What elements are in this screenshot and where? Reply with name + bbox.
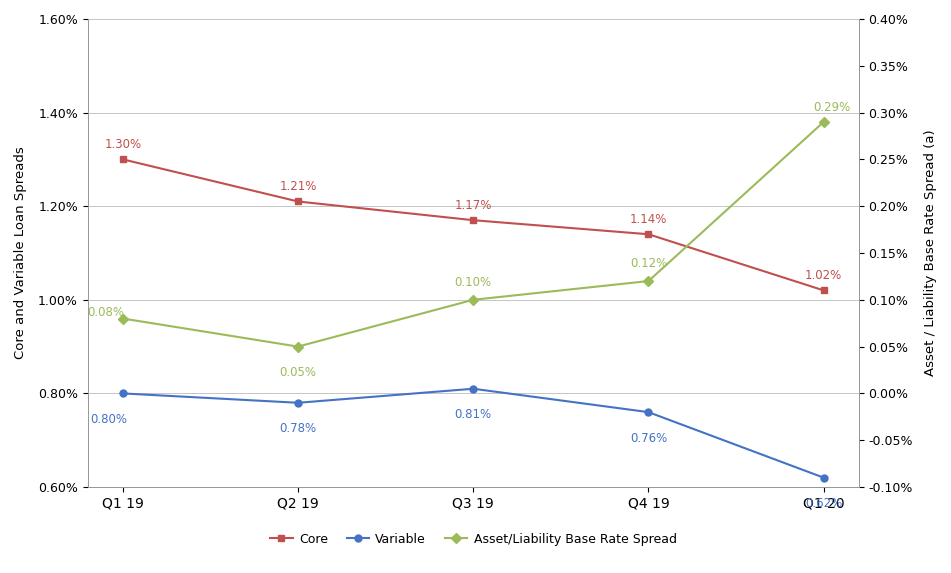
Core [292,198,303,205]
Text: 0.10%: 0.10% [455,276,492,289]
Text: 0.62%: 0.62% [805,497,843,510]
Text: 0.08%: 0.08% [87,305,125,319]
Y-axis label: Asset / Liability Base Rate Spread (a): Asset / Liability Base Rate Spread (a) [924,129,937,376]
Asset/Liability Base Rate Spread [818,119,829,125]
Line: Core: Core [119,156,827,294]
Asset/Liability Base Rate Spread [117,315,128,322]
Line: Variable: Variable [119,385,827,481]
Text: 0.29%: 0.29% [813,100,851,113]
Y-axis label: Core and Variable Loan Spreads: Core and Variable Loan Spreads [14,147,27,359]
Text: 0.80%: 0.80% [90,413,127,426]
Text: 1.17%: 1.17% [455,199,492,212]
Asset/Liability Base Rate Spread [292,343,303,350]
Variable [468,385,479,392]
Variable [117,390,128,397]
Core [117,156,128,163]
Text: 1.14%: 1.14% [630,213,668,226]
Text: 1.02%: 1.02% [805,269,843,282]
Variable [292,399,303,406]
Text: 0.12%: 0.12% [630,257,667,270]
Variable [818,474,829,481]
Text: 0.81%: 0.81% [455,408,492,421]
Legend: Core, Variable, Asset/Liability Base Rate Spread: Core, Variable, Asset/Liability Base Rat… [265,528,682,551]
Text: 0.05%: 0.05% [280,366,317,379]
Core [818,287,829,294]
Variable [643,409,654,415]
Text: 1.21%: 1.21% [280,180,317,193]
Text: 1.30%: 1.30% [105,138,142,151]
Core [643,231,654,238]
Text: 0.78%: 0.78% [280,422,317,435]
Asset/Liability Base Rate Spread [643,278,654,285]
Text: 0.76%: 0.76% [630,431,667,445]
Asset/Liability Base Rate Spread [468,296,479,303]
Line: Asset/Liability Base Rate Spread: Asset/Liability Base Rate Spread [119,119,827,350]
Core [468,217,479,223]
